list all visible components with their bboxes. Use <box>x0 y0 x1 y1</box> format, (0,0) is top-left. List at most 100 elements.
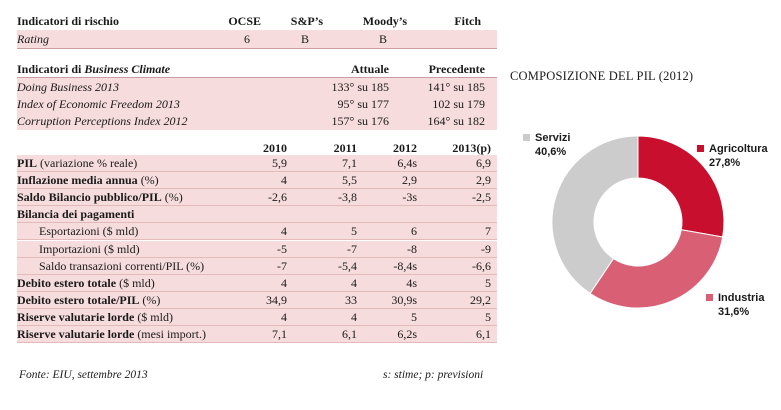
risk-col-ocse: OCSE <box>228 14 261 28</box>
business-row-label: Corruption Perceptions Index 2012 <box>17 114 188 128</box>
macro-row: Bilancia dei pagamenti <box>17 206 497 222</box>
legend-note: s: stime; p: previsioni <box>383 369 484 381</box>
rating-label: Rating <box>17 32 49 46</box>
macro-row-value: -6,6 <box>472 259 491 273</box>
chart-title: COMPOSIZIONE DEL PIL (2012) <box>510 69 694 83</box>
macro-row: Riserve valutarie lorde (mesi import.) 7,… <box>17 326 497 342</box>
donut-slice-industria <box>589 229 724 309</box>
macro-row-label: Debito estero totale ($ mld) <box>17 276 155 290</box>
macro-row-value: -7 <box>277 259 287 273</box>
macro-row-value: 4s <box>406 276 417 290</box>
macro-row: Saldo Bilancio pubblico/PIL (%) -2,6 -3,8 -… <box>17 189 497 205</box>
macro-row-value: 2,9 <box>476 173 491 187</box>
macro-row-value: 6,1 <box>476 327 491 341</box>
macro-year-2013p: 2013(p) <box>452 141 491 155</box>
macro-row-value: 7,1 <box>272 327 287 341</box>
macro-row-value: 30,9s <box>391 293 417 307</box>
macro-row-value: 4 <box>281 310 287 324</box>
macro-row-value: 4 <box>281 173 287 187</box>
macro-row: Importazioni ($ mld) -5 -7 -8 -9 <box>17 241 497 257</box>
rating-sp: B <box>300 32 309 46</box>
macro-row-value: 5 <box>485 276 491 290</box>
macro-row: Debito estero totale ($ mld) 4 4 4s 5 <box>17 275 497 291</box>
business-col-precedente: Precedente <box>428 62 485 76</box>
macro-row-value: 6,4s <box>397 156 417 170</box>
source-note: Fonte: EIU, settembre 2013 <box>19 369 148 381</box>
macro-row-value: 4 <box>281 276 287 290</box>
macro-row: Debito estero totale/PIL (%) 34,9 33 30,9s 2… <box>17 292 497 308</box>
macro-header-row: 2010 2011 2012 2013(p) <box>17 139 497 157</box>
macro-row: Riserve valutarie lorde ($ mld) 4 4 5 5 <box>17 309 497 325</box>
macro-row-value: 6,9 <box>476 156 491 170</box>
macro-row-label: Esportazioni ($ mld) <box>39 224 139 238</box>
macro-row-value: 6,1 <box>342 327 357 341</box>
macro-row-label: Inflazione media annua (%) <box>17 173 159 187</box>
risk-header-row: Indicatori di rischio OCSE S&P’s Moody’s… <box>17 12 497 30</box>
macro-row-value: -8,4s <box>393 259 417 273</box>
macro-row: Inflazione media annua (%) 4 5,5 2,9 2,9 <box>17 172 497 188</box>
macro-row-label: Saldo transazioni correnti/PIL (%) <box>39 259 205 273</box>
label-industria: Industria 31,6% <box>706 291 764 319</box>
macro-row: PIL (variazione % reale) 5,9 7,1 6,4s 6,9 <box>17 155 497 171</box>
macro-row-label: Importazioni ($ mld) <box>39 242 140 256</box>
macro-row-value: -5 <box>277 242 287 256</box>
macro-row-label: Saldo Bilancio pubblico/PIL (%) <box>17 190 183 204</box>
business-row: Doing Business 2013 133° su 185 141° su 18… <box>17 78 497 96</box>
macro-year-2010: 2010 <box>263 141 287 155</box>
macro-row-value: 4 <box>351 310 357 324</box>
business-header-row: Indicatori di Business Climate Attuale P… <box>17 60 497 78</box>
business-row-precedente: 102 su 179 <box>432 97 485 111</box>
macro-row-value: 34,9 <box>266 293 287 307</box>
label-servizi: Servizi 40,6% <box>523 131 570 159</box>
business-row: Corruption Perceptions Index 2012 157° su… <box>17 112 497 130</box>
rating-ocse: 6 <box>244 32 250 46</box>
macro-row-value: 5 <box>351 224 357 238</box>
risk-col-fitch: Fitch <box>454 14 481 28</box>
macro-row-value: -2,6 <box>268 190 287 204</box>
macro-row-value: -8 <box>407 242 417 256</box>
business-row-precedente: 164° su 182 <box>427 114 485 128</box>
business-row-precedente: 141° su 185 <box>427 80 485 94</box>
macro-row-value: 5,9 <box>272 156 287 170</box>
risk-col-sp: S&P’s <box>290 14 323 28</box>
macro-row-value: -7 <box>347 242 357 256</box>
business-row-attuale: 157° su 176 <box>331 114 389 128</box>
macro-row-label: Riserve valutarie lorde ($ mld) <box>17 310 173 324</box>
macro-row-value: -3,8 <box>338 190 357 204</box>
business-row: Index of Economic Freedom 2013 95° su 177… <box>17 95 497 113</box>
macro-row-value: 7 <box>485 224 491 238</box>
macro-row-value: -3s <box>402 190 417 204</box>
business-col-attuale: Attuale <box>351 62 389 76</box>
macro-row: Saldo transazioni correnti/PIL (%) -7 -5,4… <box>17 258 497 274</box>
macro-row-value: 29,2 <box>470 293 491 307</box>
macro-row-value: 7,1 <box>342 156 357 170</box>
macro-row: Esportazioni ($ mld) 4 5 6 7 <box>17 223 497 239</box>
business-row-label: Index of Economic Freedom 2013 <box>17 97 180 111</box>
macro-year-2011: 2011 <box>333 141 357 155</box>
macro-row-value: 5 <box>411 310 417 324</box>
macro-row-value: -2,5 <box>472 190 491 204</box>
macro-row-label: Bilancia dei pagamenti <box>17 207 135 221</box>
business-row-attuale: 133° su 185 <box>331 80 389 94</box>
macro-row-value: 6 <box>411 224 417 238</box>
macro-row-value: -5,4 <box>338 259 357 273</box>
label-agricoltura: Agricoltura 27,8% <box>697 142 768 170</box>
swatch-industria <box>706 294 713 301</box>
macro-row-value: -9 <box>481 242 491 256</box>
business-row-label: Doing Business 2013 <box>17 80 119 94</box>
business-header-label: Indicatori di Business Climate <box>17 62 171 76</box>
rating-row: Rating 6 B B <box>17 30 497 48</box>
risk-col-moodys: Moody’s <box>362 14 407 28</box>
macro-row-label: PIL (variazione % reale) <box>17 156 138 170</box>
macro-row-value: 2,9 <box>402 173 417 187</box>
macro-row-value: 5 <box>485 310 491 324</box>
rating-moodys: B <box>378 32 387 46</box>
macro-row-value: 4 <box>351 276 357 290</box>
macro-year-2012: 2012 <box>393 141 417 155</box>
macro-row-value: 33 <box>345 293 357 307</box>
donut-slice-servizi <box>551 135 639 295</box>
macro-row-label: Debito estero totale/PIL (%) <box>17 293 161 307</box>
swatch-agricoltura <box>697 145 704 152</box>
macro-row-label: Riserve valutarie lorde (mesi import.) <box>17 327 206 341</box>
risk-header-label: Indicatori di rischio <box>17 14 120 28</box>
